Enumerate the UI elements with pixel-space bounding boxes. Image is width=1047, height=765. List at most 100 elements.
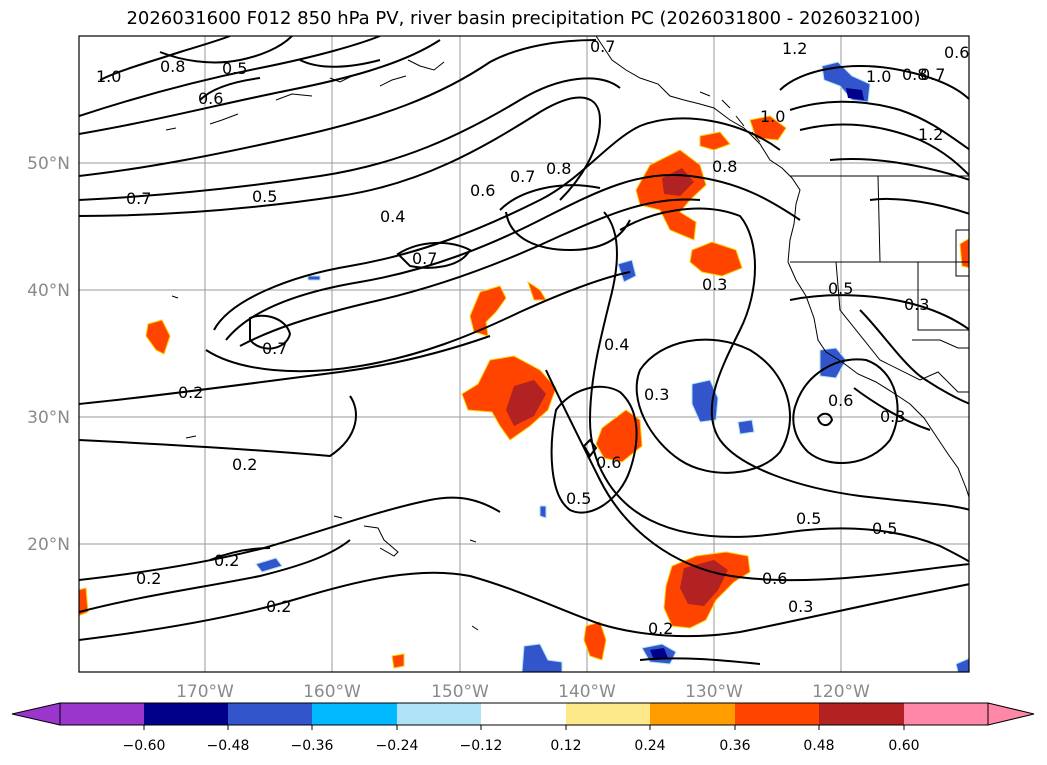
- lat-label-50n: 50°N: [27, 154, 70, 174]
- contour-label: 1.2: [782, 39, 807, 58]
- contour-label: 1.0: [760, 107, 785, 126]
- coastlines: [165, 36, 969, 631]
- colorbar-tick-label: −0.60: [123, 738, 166, 754]
- contour-label: 0.4: [604, 335, 629, 354]
- colorbar-bin: [819, 703, 904, 725]
- colorbar-bin: [60, 703, 144, 725]
- contour-label: 0.6: [470, 181, 495, 200]
- anomaly-blob: [307, 275, 321, 281]
- anomaly-blob: [255, 557, 283, 573]
- lon-label-160w: 160°W: [303, 682, 361, 702]
- colorbar-bin: [228, 703, 312, 725]
- anomaly-blob: [955, 657, 969, 672]
- contour-label: 0.3: [788, 597, 813, 616]
- anomaly-blob: [699, 131, 731, 151]
- contour-label: 0.3: [644, 385, 669, 404]
- contour-label: 0.2: [136, 569, 161, 588]
- contour-label: 0.5: [872, 519, 897, 538]
- anomaly-blob: [617, 259, 637, 283]
- contour-label: 0.7: [920, 65, 945, 84]
- contour-label: 0.8: [712, 157, 737, 176]
- colorbar-extend-right: [987, 702, 1035, 726]
- contour-label: 0.6: [762, 569, 787, 588]
- anomaly-blob: [689, 241, 743, 277]
- lon-label-170w: 170°W: [176, 682, 234, 702]
- anomaly-blob: [680, 560, 728, 606]
- map-frame: [78, 35, 970, 673]
- anomaly-blob: [391, 653, 405, 669]
- contour-label: 0.7: [590, 37, 615, 56]
- anomaly-blob: [959, 238, 969, 269]
- colorbar-tick-label: −0.36: [291, 738, 334, 754]
- colorbar-bin: [481, 703, 566, 725]
- anomaly-blob: [469, 285, 507, 337]
- lat-label-30n: 30°N: [27, 408, 70, 428]
- colorbar-tick-label: 0.12: [550, 738, 581, 754]
- colorbar-tick-label: −0.48: [207, 738, 250, 754]
- contour-label: 0.2: [178, 383, 203, 402]
- colorbar-frame: [59, 702, 989, 726]
- anomaly-blob: [461, 355, 557, 441]
- contour-label: 0.5: [252, 187, 277, 206]
- contour-labels: 1.0 0.8 0.5 0.6 0.7 1.2 0.7 0.6 1.0 0.8 …: [96, 37, 969, 638]
- contour-label: 0.8: [546, 159, 571, 178]
- contour-label: 0.8: [160, 57, 185, 76]
- colorbar-tick-label: 0.60: [888, 738, 919, 754]
- contour-label: 0.4: [380, 207, 405, 226]
- contour-label: 0.6: [198, 89, 223, 108]
- contour-label: 1.2: [918, 125, 943, 144]
- colorbar-tick-label: −0.24: [376, 738, 419, 754]
- contour-label: 0.6: [596, 453, 621, 472]
- anomaly-blob: [583, 621, 607, 661]
- colorbar-tick-label: 0.48: [803, 738, 834, 754]
- map-title: 2026031600 F012 850 hPa PV, river basin …: [126, 8, 921, 29]
- contour-label: 0.7: [126, 189, 151, 208]
- contour-label: 0.5: [566, 489, 591, 508]
- contour-label: 0.2: [232, 455, 257, 474]
- lon-label-150w: 150°W: [431, 682, 489, 702]
- colorbar-bin: [735, 703, 819, 725]
- colorbar: −0.60 −0.48 −0.36 −0.24 −0.12 0.12 0.24 …: [11, 702, 1035, 754]
- colorbar-tick-label: 0.36: [719, 738, 750, 754]
- anomaly-blob: [521, 643, 563, 672]
- contour-label: 1.0: [866, 67, 891, 86]
- contour-label: 0.7: [510, 167, 535, 186]
- contour-label: 0.3: [702, 275, 727, 294]
- anomaly-blob: [737, 419, 755, 435]
- pv-contours: [79, 36, 969, 665]
- contour-label: 0.8: [902, 65, 927, 84]
- colorbar-bin: [566, 703, 650, 725]
- contour-label: 0.6: [944, 43, 969, 62]
- anomaly-blob: [539, 505, 547, 519]
- colorbar-bin: [312, 703, 397, 725]
- longitude-labels: 170°W 160°W 150°W 140°W 130°W 120°W: [176, 682, 870, 702]
- contour-label: 0.3: [880, 407, 905, 426]
- contour-label: 0.5: [222, 59, 247, 78]
- lat-label-20n: 20°N: [27, 535, 70, 555]
- colorbar-bin: [904, 703, 988, 725]
- contour-label: 0.7: [412, 249, 437, 268]
- colorbar-tick-label: 0.24: [634, 738, 665, 754]
- contour-label: 1.0: [96, 67, 121, 86]
- latitude-labels: 50°N 40°N 30°N 20°N: [27, 154, 70, 555]
- colorbar-bin: [650, 703, 735, 725]
- contour-label: 0.5: [796, 509, 821, 528]
- lon-label-120w: 120°W: [812, 682, 870, 702]
- colorbar-extend-left: [11, 702, 61, 726]
- contour-label: 0.7: [262, 339, 287, 358]
- colorbar-bin: [397, 703, 481, 725]
- contour-label: 0.3: [904, 295, 929, 314]
- anomaly-blob: [79, 587, 89, 617]
- anomaly-blob: [846, 88, 864, 100]
- anomaly-blob: [506, 380, 546, 426]
- colorbar-bin: [144, 703, 228, 725]
- anomaly-blob: [595, 409, 643, 463]
- lon-label-130w: 130°W: [685, 682, 743, 702]
- contour-label: 0.5: [828, 279, 853, 298]
- lon-label-140w: 140°W: [558, 682, 616, 702]
- anomaly-blob: [145, 319, 171, 355]
- contour-label: 0.2: [214, 551, 239, 570]
- contour-label: 0.2: [266, 597, 291, 616]
- colorbar-tick-label: −0.12: [460, 738, 503, 754]
